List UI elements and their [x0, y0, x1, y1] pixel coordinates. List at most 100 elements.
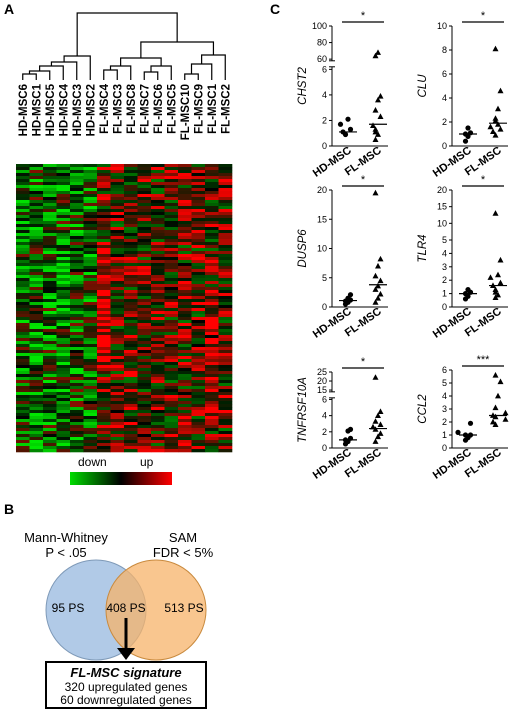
heatmap-cell — [137, 395, 152, 399]
panel-letter-c: C — [270, 1, 280, 17]
heatmap-cell — [56, 179, 71, 183]
heatmap-cell — [205, 431, 219, 435]
heatmap-cell — [97, 335, 111, 339]
heatmap-cell — [151, 362, 165, 366]
heatmap-cell — [56, 425, 71, 429]
heatmap-cell — [124, 275, 138, 279]
heatmap-cell — [205, 341, 219, 345]
heatmap-cell — [56, 359, 71, 363]
heatmap-cell — [56, 416, 71, 420]
heatmap-cell — [137, 257, 152, 261]
heatmap-cell — [83, 215, 98, 219]
heatmap-cell — [178, 239, 192, 243]
heatmap-cell — [83, 335, 98, 339]
heatmap-cell — [110, 173, 125, 177]
heatmap-cell — [110, 239, 125, 243]
heatmap-cell — [137, 329, 152, 333]
heatmap-cell — [29, 197, 44, 201]
heatmap-cell — [151, 266, 165, 270]
heatmap-cell — [164, 350, 179, 354]
heatmap-cell — [110, 281, 125, 285]
heatmap-cell — [191, 296, 206, 300]
heatmap-cell — [43, 176, 57, 180]
significance-stars: *** — [477, 354, 491, 366]
heatmap-cell — [124, 359, 138, 363]
heatmap-cell — [178, 443, 192, 447]
heatmap-cell — [178, 227, 192, 231]
heatmap-cell — [43, 446, 57, 450]
heatmap-cell — [178, 383, 192, 387]
heatmap-cell — [178, 311, 192, 315]
data-point — [370, 122, 376, 128]
heatmap-cell — [97, 212, 111, 216]
heatmap-cell — [151, 341, 165, 345]
heatmap-cell — [43, 443, 57, 447]
heatmap-cell — [97, 251, 111, 255]
heatmap-cell — [83, 227, 98, 231]
heatmap-cell — [218, 422, 233, 426]
heatmap-cell — [97, 221, 111, 225]
heatmap-cell — [56, 338, 71, 342]
heatmap-cell — [205, 284, 219, 288]
heatmap-cell — [56, 296, 71, 300]
heatmap-cell — [164, 293, 179, 297]
significance-stars: * — [361, 356, 366, 368]
heatmap-cell — [218, 230, 233, 234]
heatmap-cell — [16, 437, 30, 441]
heatmap-cell — [205, 188, 219, 192]
gene-label: CHST2 — [297, 67, 309, 105]
heatmap-cell — [124, 170, 138, 174]
heatmap-cell — [218, 281, 233, 285]
heatmap-cell — [205, 356, 219, 360]
heatmap-cell — [83, 359, 98, 363]
heatmap-cell — [124, 422, 138, 426]
heatmap-cell — [218, 440, 233, 444]
heatmap-cell — [56, 413, 71, 417]
heatmap-cell — [43, 269, 57, 273]
heatmap-cell — [218, 329, 233, 333]
heatmap-cell — [178, 314, 192, 318]
heatmap-cell — [110, 236, 125, 240]
heatmap-cell — [97, 284, 111, 288]
heatmap-cell — [83, 257, 98, 261]
heatmap-cell — [205, 233, 219, 237]
heatmap-cell — [97, 200, 111, 204]
heatmap-cell — [137, 263, 152, 267]
heatmap-cell — [16, 221, 30, 225]
heatmap-cell — [178, 440, 192, 444]
heatmap-cell — [151, 290, 165, 294]
heatmap-cell — [137, 353, 152, 357]
heatmap-cell — [29, 200, 44, 204]
heatmap-cell — [56, 437, 71, 441]
heatmap-cell — [191, 164, 206, 168]
heatmap-cell — [70, 230, 84, 234]
heatmap-cell — [29, 287, 44, 291]
heatmap-cell — [124, 389, 138, 393]
heatmap-cell — [70, 368, 84, 372]
data-point — [372, 107, 379, 113]
heatmap-cell — [191, 263, 206, 267]
heatmap-cell — [16, 296, 30, 300]
heatmap-cell — [70, 269, 84, 273]
heatmap-cell — [191, 197, 206, 201]
heatmap-cell — [83, 281, 98, 285]
heatmap-cell — [137, 437, 152, 441]
heatmap-cell — [124, 227, 138, 231]
heatmap-cell — [124, 269, 138, 273]
heatmap-cell — [110, 389, 125, 393]
heatmap-cell — [164, 194, 179, 198]
data-point — [372, 52, 379, 59]
heatmap-cell — [29, 380, 44, 384]
heatmap-cell — [205, 185, 219, 189]
heatmap-cell — [70, 305, 84, 309]
heatmap-cell — [110, 179, 125, 183]
heatmap-cell — [97, 314, 111, 318]
heatmap-cell — [110, 245, 125, 249]
heatmap-cell — [29, 272, 44, 276]
heatmap-cell — [137, 392, 152, 396]
y-tick-label: 25 — [317, 367, 327, 377]
heatmap-cell — [43, 386, 57, 390]
heatmap-cell — [191, 353, 206, 357]
heatmap-cell — [218, 260, 233, 264]
heatmap-cell — [164, 377, 179, 381]
